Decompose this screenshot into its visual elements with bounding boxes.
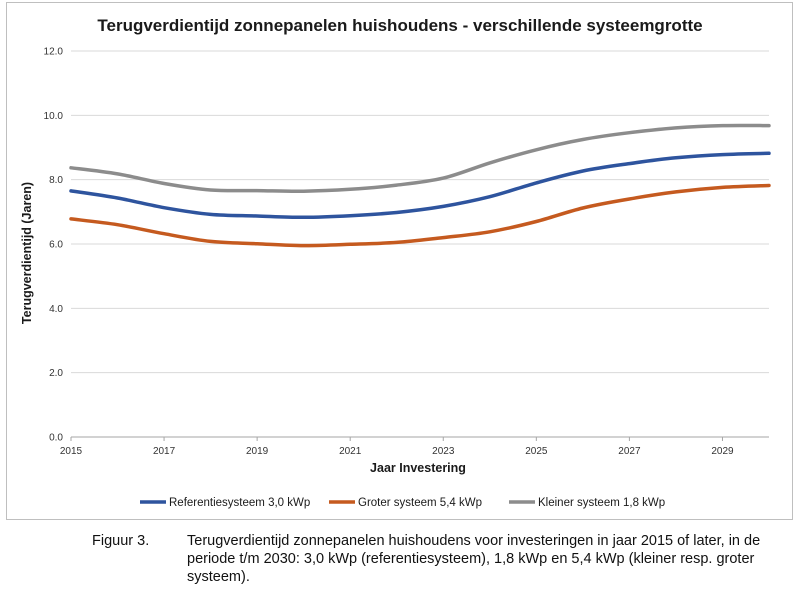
chart-title: Terugverdientijd zonnepanelen huishouden… (97, 16, 702, 35)
y-tick-label: 10.0 (44, 111, 64, 122)
x-tick-label: 2021 (339, 446, 362, 457)
caption-text: Terugverdientijd zonnepanelen huishouden… (187, 533, 761, 585)
y-tick-label: 2.0 (49, 368, 63, 379)
series-line-1 (69, 183, 771, 248)
caption-label: Figuur 3. (92, 533, 150, 549)
x-tick-label: 2017 (153, 446, 176, 457)
legend-label-0: Referentiesysteem 3,0 kWp (169, 497, 310, 509)
legend-label-1: Groter systeem 5,4 kWp (358, 497, 482, 509)
chart-frame: Terugverdientijd zonnepanelen huishouden… (6, 2, 793, 520)
y-axis-title: Terugverdientijd (Jaren) (20, 182, 34, 324)
y-tick-label: 0.0 (49, 433, 63, 444)
series-line-0 (69, 151, 771, 220)
y-tick-label: 4.0 (49, 304, 63, 315)
x-tick-label: 2027 (618, 446, 641, 457)
line-chart: Terugverdientijd zonnepanelen huishouden… (20, 16, 771, 509)
x-tick-labels: 2015 2017 2019 2021 2023 2025 2027 2029 (60, 437, 734, 457)
legend: Referentiesysteem 3,0 kWp Groter systeem … (140, 497, 665, 509)
x-tick-label: 2025 (525, 446, 548, 457)
series-lines (69, 123, 771, 248)
x-tick-label: 2019 (246, 446, 269, 457)
x-tick-label: 2015 (60, 446, 83, 457)
y-tick-label: 12.0 (44, 47, 64, 58)
legend-label-2: Kleiner systeem 1,8 kWp (538, 497, 665, 509)
x-tick-label: 2029 (711, 446, 734, 457)
y-tick-labels: 0.0 2.0 4.0 6.0 8.0 10.0 12.0 (44, 47, 64, 444)
grid-lines (71, 50, 769, 438)
x-tick-label: 2023 (432, 446, 455, 457)
y-tick-label: 6.0 (49, 240, 63, 251)
x-axis-title: Jaar Investering (370, 461, 466, 475)
series-line-2 (69, 123, 771, 194)
y-tick-label: 8.0 (49, 175, 63, 186)
